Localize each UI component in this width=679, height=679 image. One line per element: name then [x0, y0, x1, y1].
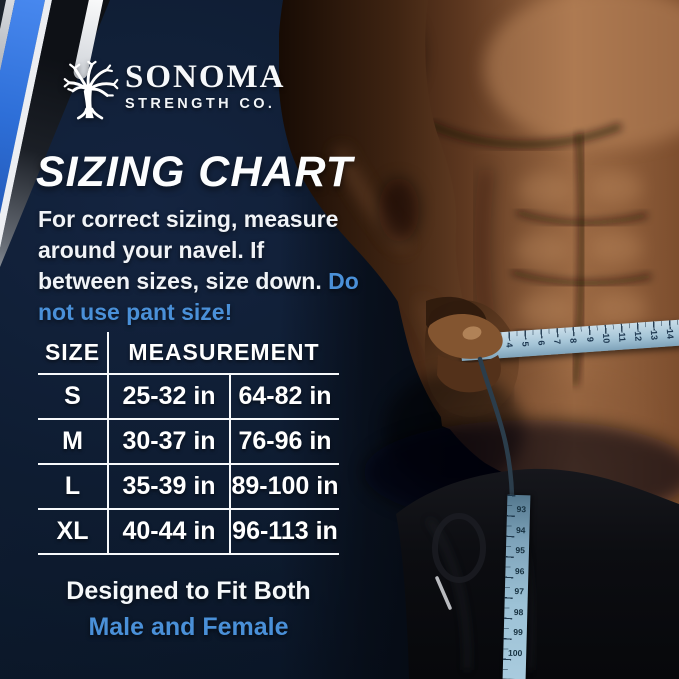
cell-measurement-1: 35-39 in [109, 465, 231, 508]
brand-logo: SONOMA STRENGTH CO. [62, 60, 286, 120]
corner-decoration [0, 0, 140, 290]
hand-fingers [426, 296, 515, 499]
cell-measurement-2: 96-113 in [232, 517, 338, 545]
table-row: M 30-37 in 76-96 in [38, 420, 339, 465]
drawstring-tip [435, 576, 452, 610]
intro-text-blue: Do not use pant size! [38, 268, 359, 325]
footer-line1: Designed to Fit Both [66, 577, 311, 605]
cell-measurement-1: 25-32 in [109, 375, 231, 418]
page-title: SIZING CHART [36, 148, 353, 196]
torso-photo [279, 0, 679, 679]
cell-size: L [38, 465, 109, 508]
intro-text: For correct sizing, measure around your … [38, 204, 362, 328]
table-row: L 35-39 in 89-100 in [38, 465, 339, 510]
cell-size: XL [38, 510, 109, 553]
brand-subtitle: STRENGTH CO. [125, 96, 276, 112]
cell-measurement-2: 89-100 in [231, 472, 339, 500]
measuring-tape-strand [477, 356, 515, 499]
footer: Designed to Fit Both Male and Female [38, 577, 339, 642]
thumb-nail [462, 326, 482, 340]
sizing-table: SIZE MEASUREMENT S 25-32 in 64-82 in M 3… [38, 332, 339, 555]
shorts [396, 468, 679, 679]
header-measurement: MEASUREMENT [128, 339, 320, 365]
table-row: XL 40-44 in 96-113 in [38, 510, 339, 555]
footer-line2: Male and Female [88, 613, 289, 641]
header-size: SIZE [38, 332, 109, 373]
table-row: S 25-32 in 64-82 in [38, 375, 339, 420]
table-header-row: SIZE MEASUREMENT [38, 332, 339, 375]
cell-size: S [38, 375, 109, 418]
tree-icon [63, 60, 119, 120]
brand-name: SONOMA [125, 59, 286, 95]
cell-measurement-1: 40-44 in [109, 510, 231, 553]
cell-measurement-2: 76-96 in [238, 427, 332, 455]
cell-measurement-2: 64-82 in [238, 382, 332, 410]
finger [437, 355, 501, 393]
brand-text: SONOMA STRENGTH CO. [125, 60, 286, 112]
cell-measurement-1: 30-37 in [109, 420, 231, 463]
cell-size: M [38, 420, 109, 463]
intro-text-white: For correct sizing, measure around your … [38, 206, 339, 294]
drawstring-loop [432, 513, 486, 583]
